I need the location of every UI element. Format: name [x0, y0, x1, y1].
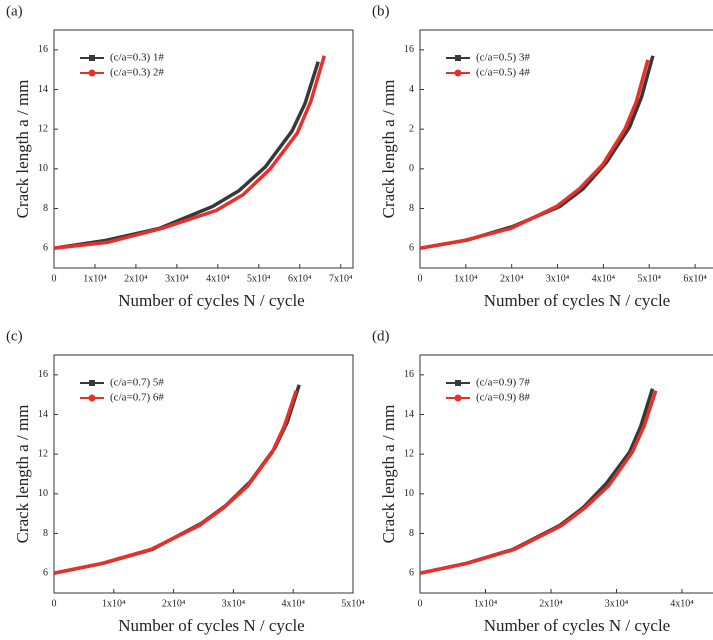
- x-tick-label: 1x10⁴: [83, 273, 107, 284]
- y-tick-label: 12: [404, 448, 414, 459]
- y-tick-label: 10: [38, 488, 48, 499]
- y-axis-label: Crack length a / mm: [13, 80, 32, 219]
- y-tick-label: 16: [38, 44, 48, 55]
- series-line: [53, 384, 301, 575]
- x-tick-label: 4x10⁴: [670, 598, 694, 609]
- x-tick-label: 5x10⁴: [637, 273, 661, 284]
- x-tick-label: 5x10⁴: [247, 273, 271, 284]
- x-tick-label: 2x10⁴: [500, 273, 524, 284]
- y-tick-label: 16: [404, 44, 414, 55]
- y-tick-label: 8: [43, 203, 48, 214]
- legend-label: (c/a=0.5) 4#: [476, 67, 530, 79]
- chart-panel: (c) 0 1x10⁴ 2x10⁴ 3x10⁴ 4x10⁴ 5x10⁴ 6 8 10 12 14 16 N…: [6, 328, 365, 634]
- legend-label: (c/a=0.7) 6#: [110, 392, 164, 404]
- panel-label: (d): [372, 328, 390, 344]
- legend-marker: [89, 55, 95, 61]
- series-line: [419, 388, 655, 575]
- series-line: [419, 59, 650, 250]
- x-tick-label: 1x10⁴: [454, 273, 478, 284]
- x-tick-label: 3x10⁴: [605, 598, 629, 609]
- y-tick-label: 8: [409, 203, 414, 214]
- x-tick-label: 2x10⁴: [124, 273, 148, 284]
- plot-frame: [419, 29, 713, 269]
- y-tick-label: 10: [404, 488, 414, 499]
- series-line: [419, 55, 655, 250]
- legend-marker: [88, 69, 96, 77]
- legend-marker: [89, 380, 95, 386]
- legend-label: (c/a=0.3) 2#: [110, 67, 164, 79]
- y-tick-label: 6: [43, 567, 48, 578]
- panel-label: (c): [6, 328, 23, 344]
- x-tick-label: 0: [52, 598, 57, 609]
- plot-frame: [53, 354, 354, 594]
- plot-frame: [53, 29, 354, 269]
- legend-label: (c/a=0.9) 7#: [476, 377, 530, 389]
- y-tick-label: 16: [404, 369, 414, 380]
- chart-panel: (d) 0 1x10⁴ 2x10⁴ 3x10⁴ 4x10⁴ 6 8 10 12 14 16 Number…: [372, 328, 713, 635]
- y-tick-label: 12: [38, 448, 48, 459]
- x-tick-label: 4x10⁴: [281, 598, 305, 609]
- y-tick-label: 12: [38, 123, 48, 134]
- y-axis-label: Crack length a / mm: [379, 405, 398, 544]
- y-tick-label: 10: [38, 163, 48, 174]
- y-tick-label: 16: [38, 369, 48, 380]
- legend-marker: [88, 394, 96, 402]
- x-axis-label: Number of cycles N / cycle: [118, 616, 304, 635]
- x-tick-label: 3x10⁴: [546, 273, 570, 284]
- x-tick-label: 2x10⁴: [162, 598, 186, 609]
- y-tick-label: 6: [409, 567, 414, 578]
- y-axis-label: Crack length a / mm: [13, 405, 32, 544]
- y-axis-label: Crack length a / mm: [379, 80, 398, 219]
- x-tick-label: 0: [52, 273, 57, 284]
- series-line: [53, 390, 298, 575]
- y-tick-label: 0: [409, 163, 414, 174]
- legend-marker: [454, 69, 462, 77]
- x-tick-label: 6x10⁴: [683, 273, 707, 284]
- x-axis-label: Number of cycles N / cycle: [484, 291, 670, 310]
- legend-marker: [455, 55, 461, 61]
- panel-label: (b): [372, 3, 390, 19]
- x-tick-label: 0: [418, 273, 423, 284]
- chart-panel: (a) 0 1x10⁴ 2x10⁴ 3x10⁴ 4x10⁴ 5x10⁴ 6x10⁴ 7x10⁴ 6…: [6, 3, 354, 310]
- legend-label: (c/a=0.5) 3#: [476, 52, 530, 64]
- plot-frame: [419, 354, 713, 594]
- x-axis-label: Number of cycles N / cycle: [118, 291, 304, 310]
- y-tick-label: 8: [43, 528, 48, 539]
- series-line: [53, 55, 326, 250]
- y-tick-label: 8: [409, 528, 414, 539]
- y-tick-label: 14: [38, 84, 48, 95]
- legend-marker: [454, 394, 462, 402]
- legend-label: (c/a=0.3) 1#: [110, 52, 164, 64]
- legend-label: (c/a=0.9) 8#: [476, 392, 530, 404]
- x-tick-label: 6x10⁴: [288, 273, 312, 284]
- x-tick-label: 7x10⁴: [329, 273, 353, 284]
- x-tick-label: 3x10⁴: [222, 598, 246, 609]
- x-tick-label: 1x10⁴: [474, 598, 498, 609]
- y-tick-label: 14: [38, 409, 48, 420]
- x-axis-label: Number of cycles N / cycle: [484, 616, 670, 635]
- series-line: [419, 390, 658, 575]
- panel-label: (a): [6, 3, 23, 19]
- x-tick-label: 5x10⁴: [341, 598, 365, 609]
- y-tick-label: 14: [404, 409, 414, 420]
- y-tick-label: 4: [409, 84, 414, 95]
- y-tick-label: 6: [43, 242, 48, 253]
- x-tick-label: 0: [418, 598, 423, 609]
- legend-label: (c/a=0.7) 5#: [110, 377, 164, 389]
- y-tick-label: 6: [409, 242, 414, 253]
- y-tick-label: 2: [409, 123, 414, 134]
- x-tick-label: 3x10⁴: [165, 273, 189, 284]
- x-tick-label: 2x10⁴: [539, 598, 563, 609]
- x-tick-label: 4x10⁴: [206, 273, 230, 284]
- chart-panel: (b) 0 1x10⁴ 2x10⁴ 3x10⁴ 4x10⁴ 5x10⁴ 6x10⁴ 6 8 0 2 4 1…: [372, 3, 713, 310]
- legend-marker: [455, 380, 461, 386]
- x-tick-label: 1x10⁴: [102, 598, 126, 609]
- x-tick-label: 4x10⁴: [592, 273, 616, 284]
